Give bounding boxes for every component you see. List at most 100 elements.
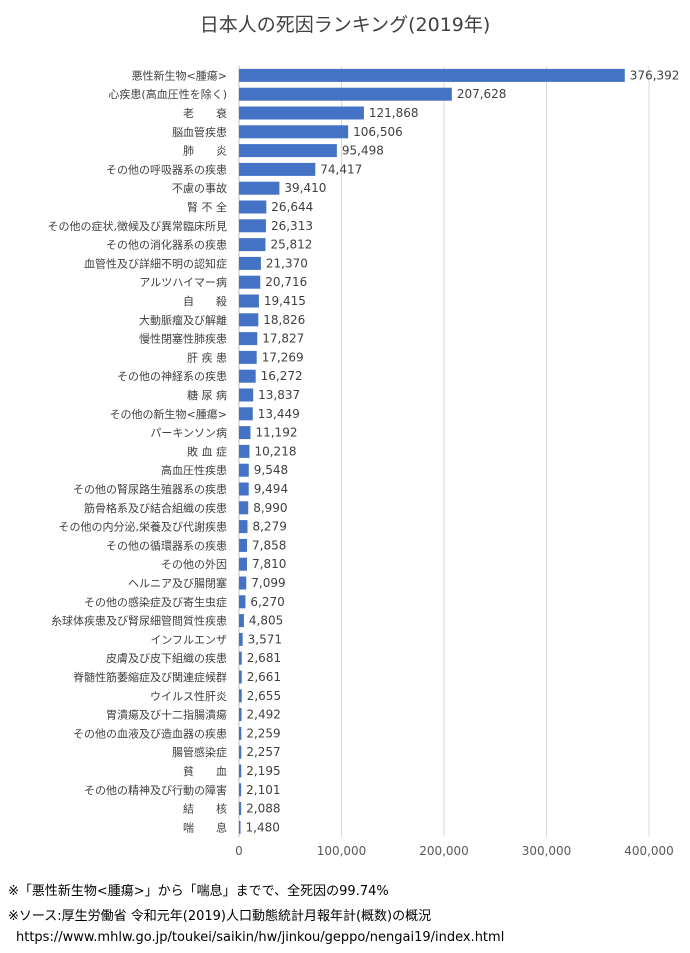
- category-label: その他の外因: [161, 558, 227, 571]
- data-label: 2,101: [246, 783, 280, 797]
- bar: [239, 350, 257, 364]
- data-label: 74,417: [320, 162, 362, 176]
- data-label: 13,449: [258, 407, 300, 421]
- bar: [239, 726, 242, 740]
- bar: [239, 162, 316, 176]
- data-label: 16,272: [261, 369, 303, 383]
- data-label: 20,716: [265, 275, 307, 289]
- category-label: 貧 血: [183, 764, 227, 778]
- category-label: 脳血管疾患: [172, 125, 227, 139]
- data-label: 2,259: [246, 726, 280, 740]
- bar: [239, 275, 261, 289]
- data-label: 8,990: [253, 501, 287, 515]
- data-label: 2,681: [247, 651, 281, 665]
- bar: [239, 632, 243, 646]
- bar: [239, 125, 349, 139]
- bar: [239, 332, 258, 346]
- data-label: 18,826: [263, 313, 305, 327]
- category-label: 心疾患(高血圧性を除く): [108, 87, 227, 101]
- category-label: その他の呼吸器系の疾患: [106, 162, 227, 176]
- category-label: その他の消化器系の疾患: [106, 238, 227, 252]
- bar: [239, 106, 364, 120]
- category-label: ウイルス性肝炎: [150, 689, 227, 703]
- category-label: その他の内分泌,栄養及び代謝疾患: [59, 520, 228, 534]
- category-label: 高血圧性疾患: [161, 463, 227, 477]
- data-label: 2,492: [247, 708, 281, 722]
- data-label: 8,279: [252, 520, 286, 534]
- bar: [239, 708, 242, 722]
- category-label: その他の感染症及び寄生虫症: [84, 595, 227, 609]
- category-label: その他の精神及び行動の障害: [84, 783, 227, 797]
- bar: [239, 313, 259, 327]
- data-label: 6,270: [250, 595, 284, 609]
- footnote-source: ※ソース:厚生労働省 令和元年(2019)人口動態統計月報年計(概数)の概況: [8, 909, 432, 924]
- bar: [239, 482, 249, 496]
- category-label: 血管性及び詳細不明の認知症: [84, 256, 227, 270]
- bar: [239, 463, 249, 477]
- x-tick-label: 100,000: [317, 844, 367, 858]
- data-label: 25,812: [270, 238, 312, 252]
- category-label: 自 殺: [183, 294, 227, 308]
- data-label: 39,410: [284, 181, 326, 195]
- bar: [239, 200, 267, 214]
- data-label: 2,195: [246, 764, 280, 778]
- category-label: その他の症状,徴候及び異常臨床所見: [48, 219, 228, 233]
- category-label: 腸管感染症: [172, 745, 227, 759]
- category-label: その他の腎尿路生殖器系の疾患: [73, 482, 227, 496]
- bar: [239, 651, 242, 665]
- category-label: 不慮の事故: [172, 181, 227, 195]
- category-label: 糸球体疾患及び腎尿細管間質性疾患: [51, 614, 227, 628]
- data-label: 26,313: [271, 219, 313, 233]
- bar: [239, 783, 242, 797]
- data-label: 7,099: [251, 576, 285, 590]
- data-label: 9,494: [254, 482, 288, 496]
- bar: [239, 520, 248, 534]
- bar: [239, 745, 242, 759]
- data-label: 9,548: [254, 463, 288, 477]
- category-label: 肺 炎: [183, 145, 227, 158]
- data-label: 26,644: [271, 200, 313, 214]
- data-label: 376,392: [630, 68, 680, 82]
- bar: [239, 670, 242, 684]
- bar: [239, 87, 452, 101]
- data-label: 11,192: [255, 426, 297, 440]
- bar: [239, 576, 247, 590]
- category-label: インフルエンザ: [150, 633, 227, 646]
- category-label: ヘルニア及び腸閉塞: [128, 576, 227, 590]
- category-label: その他の血液及び造血器の疾患: [73, 726, 227, 740]
- data-label: 7,810: [252, 557, 286, 571]
- category-label: 老 衰: [183, 106, 227, 120]
- footnote-coverage: ※「悪性新生物<腫瘍>」から「喘息」までで、全死因の99.74%: [8, 884, 389, 899]
- bar: [239, 764, 242, 778]
- category-label: 脊髄性筋萎縮症及び関連症候群: [73, 670, 227, 684]
- data-label: 4,805: [249, 614, 283, 628]
- category-label: 胃潰瘍及び十二指腸潰瘍: [106, 708, 227, 722]
- category-label: その他の新生物<腫瘍>: [110, 407, 227, 421]
- bar: [239, 689, 242, 703]
- bar: [239, 614, 244, 628]
- category-label: その他の神経系の疾患: [117, 369, 227, 383]
- category-label: アルツハイマー病: [139, 275, 227, 289]
- bar: [239, 820, 241, 834]
- category-label: 喘 息: [183, 820, 227, 834]
- category-label: その他の循環器系の疾患: [106, 538, 227, 552]
- x-tick-label: 300,000: [522, 844, 572, 858]
- bar-chart: 0 100,000 200,000 300,000 400,000 悪性新生物<腫瘍> 37…: [48, 66, 680, 858]
- data-label: 2,257: [246, 745, 280, 759]
- source-url[interactable]: https://www.mhlw.go.jp/toukei/saikin/hw/…: [16, 930, 505, 945]
- x-tick-label: 0: [235, 844, 243, 858]
- bar: [239, 538, 248, 552]
- category-label: 悪性新生物<腫瘍>: [132, 68, 227, 82]
- category-label: 腎 不 全: [187, 200, 227, 214]
- data-label: 121,868: [369, 106, 419, 120]
- data-label: 17,827: [262, 332, 304, 346]
- x-tick-label: 400,000: [624, 844, 674, 858]
- bar: [239, 501, 249, 515]
- category-label: 筋骨格系及び結合組織の疾患: [84, 501, 227, 515]
- data-label: 10,218: [254, 444, 296, 458]
- category-label: 肝 疾 患: [187, 350, 227, 364]
- bar: [239, 444, 250, 458]
- chart-title: 日本人の死因ランキング(2019年): [199, 14, 491, 36]
- bar: [239, 388, 254, 402]
- bar: [239, 369, 256, 383]
